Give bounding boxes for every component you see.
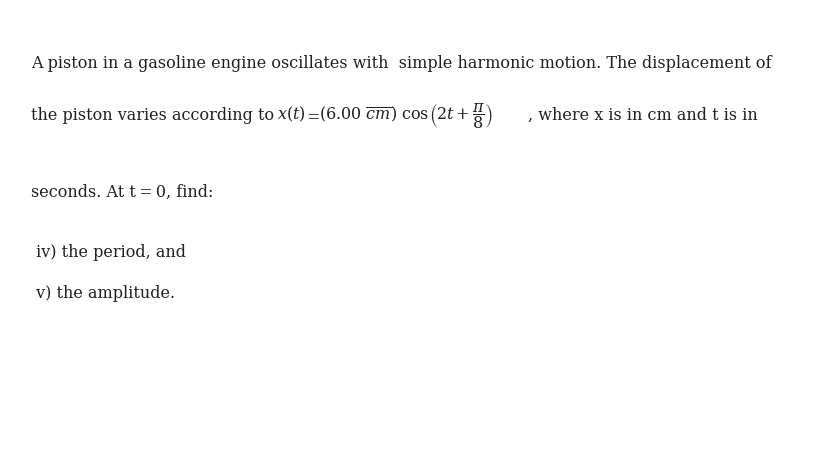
Text: $x(t)$: $x(t)$ [277, 105, 305, 124]
Text: iv) the period, and: iv) the period, and [31, 243, 186, 260]
Text: $(6.00\ \overline{cm})\ \mathrm{cos}$: $(6.00\ \overline{cm})\ \mathrm{cos}$ [319, 105, 430, 124]
Text: v) the amplitude.: v) the amplitude. [31, 285, 175, 302]
Text: the piston varies according to: the piston varies according to [31, 106, 279, 123]
Text: seconds. At t = 0, find:: seconds. At t = 0, find: [31, 184, 214, 201]
Text: $\!\left(2t + \dfrac{\pi}{8}\right)$: $\!\left(2t + \dfrac{\pi}{8}\right)$ [430, 101, 493, 131]
Text: $=$: $=$ [303, 107, 319, 123]
Text: A piston in a gasoline engine oscillates with  simple harmonic motion. The displ: A piston in a gasoline engine oscillates… [31, 55, 771, 72]
Text: , where x is in cm and t is in: , where x is in cm and t is in [528, 106, 758, 123]
